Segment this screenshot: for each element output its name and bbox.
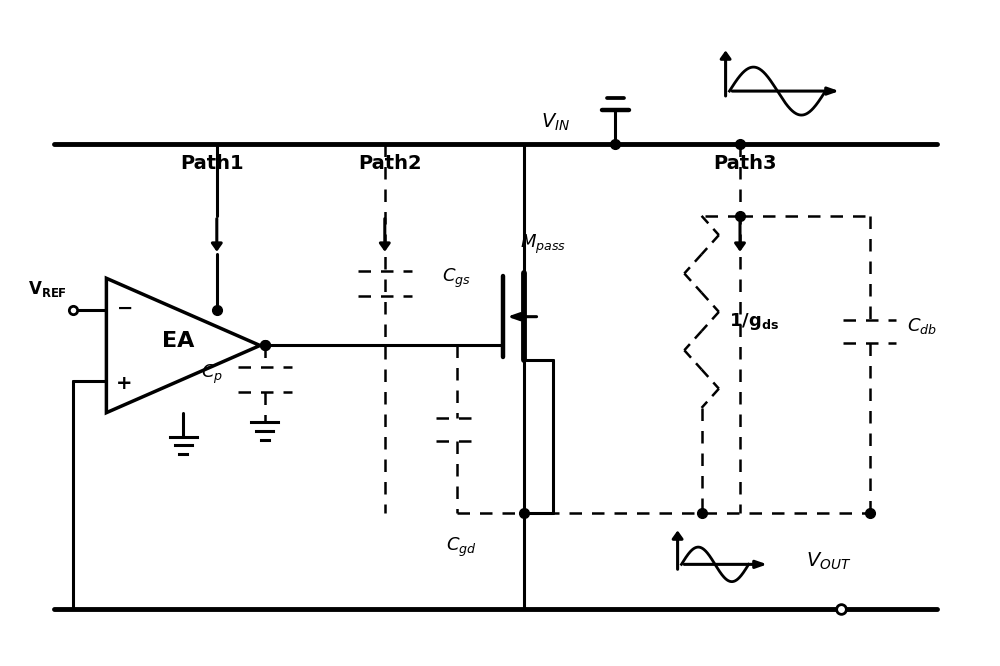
Text: $C_{gs}$: $C_{gs}$ [442,266,471,290]
Text: EA: EA [162,331,195,351]
Text: $C_{db}$: $C_{db}$ [907,316,937,336]
Text: Path2: Path2 [358,154,421,172]
Text: $\mathbf{V_{REF}}$: $\mathbf{V_{REF}}$ [28,279,67,299]
Text: $M_{pass}$: $M_{pass}$ [520,233,566,256]
Text: $V_{OUT}$: $V_{OUT}$ [806,551,851,572]
Text: $V_{IN}$: $V_{IN}$ [541,112,570,133]
Text: $\mathbf{1/g_{ds}}$: $\mathbf{1/g_{ds}}$ [729,311,779,332]
Text: $\mathbf{+}$: $\mathbf{+}$ [115,374,132,394]
Text: $C_p$: $C_p$ [201,363,223,386]
Text: Path1: Path1 [180,154,244,172]
Text: $\mathbf{-}$: $\mathbf{-}$ [116,298,132,316]
Text: Path3: Path3 [713,154,777,172]
Text: $C_{gd}$: $C_{gd}$ [446,535,477,559]
